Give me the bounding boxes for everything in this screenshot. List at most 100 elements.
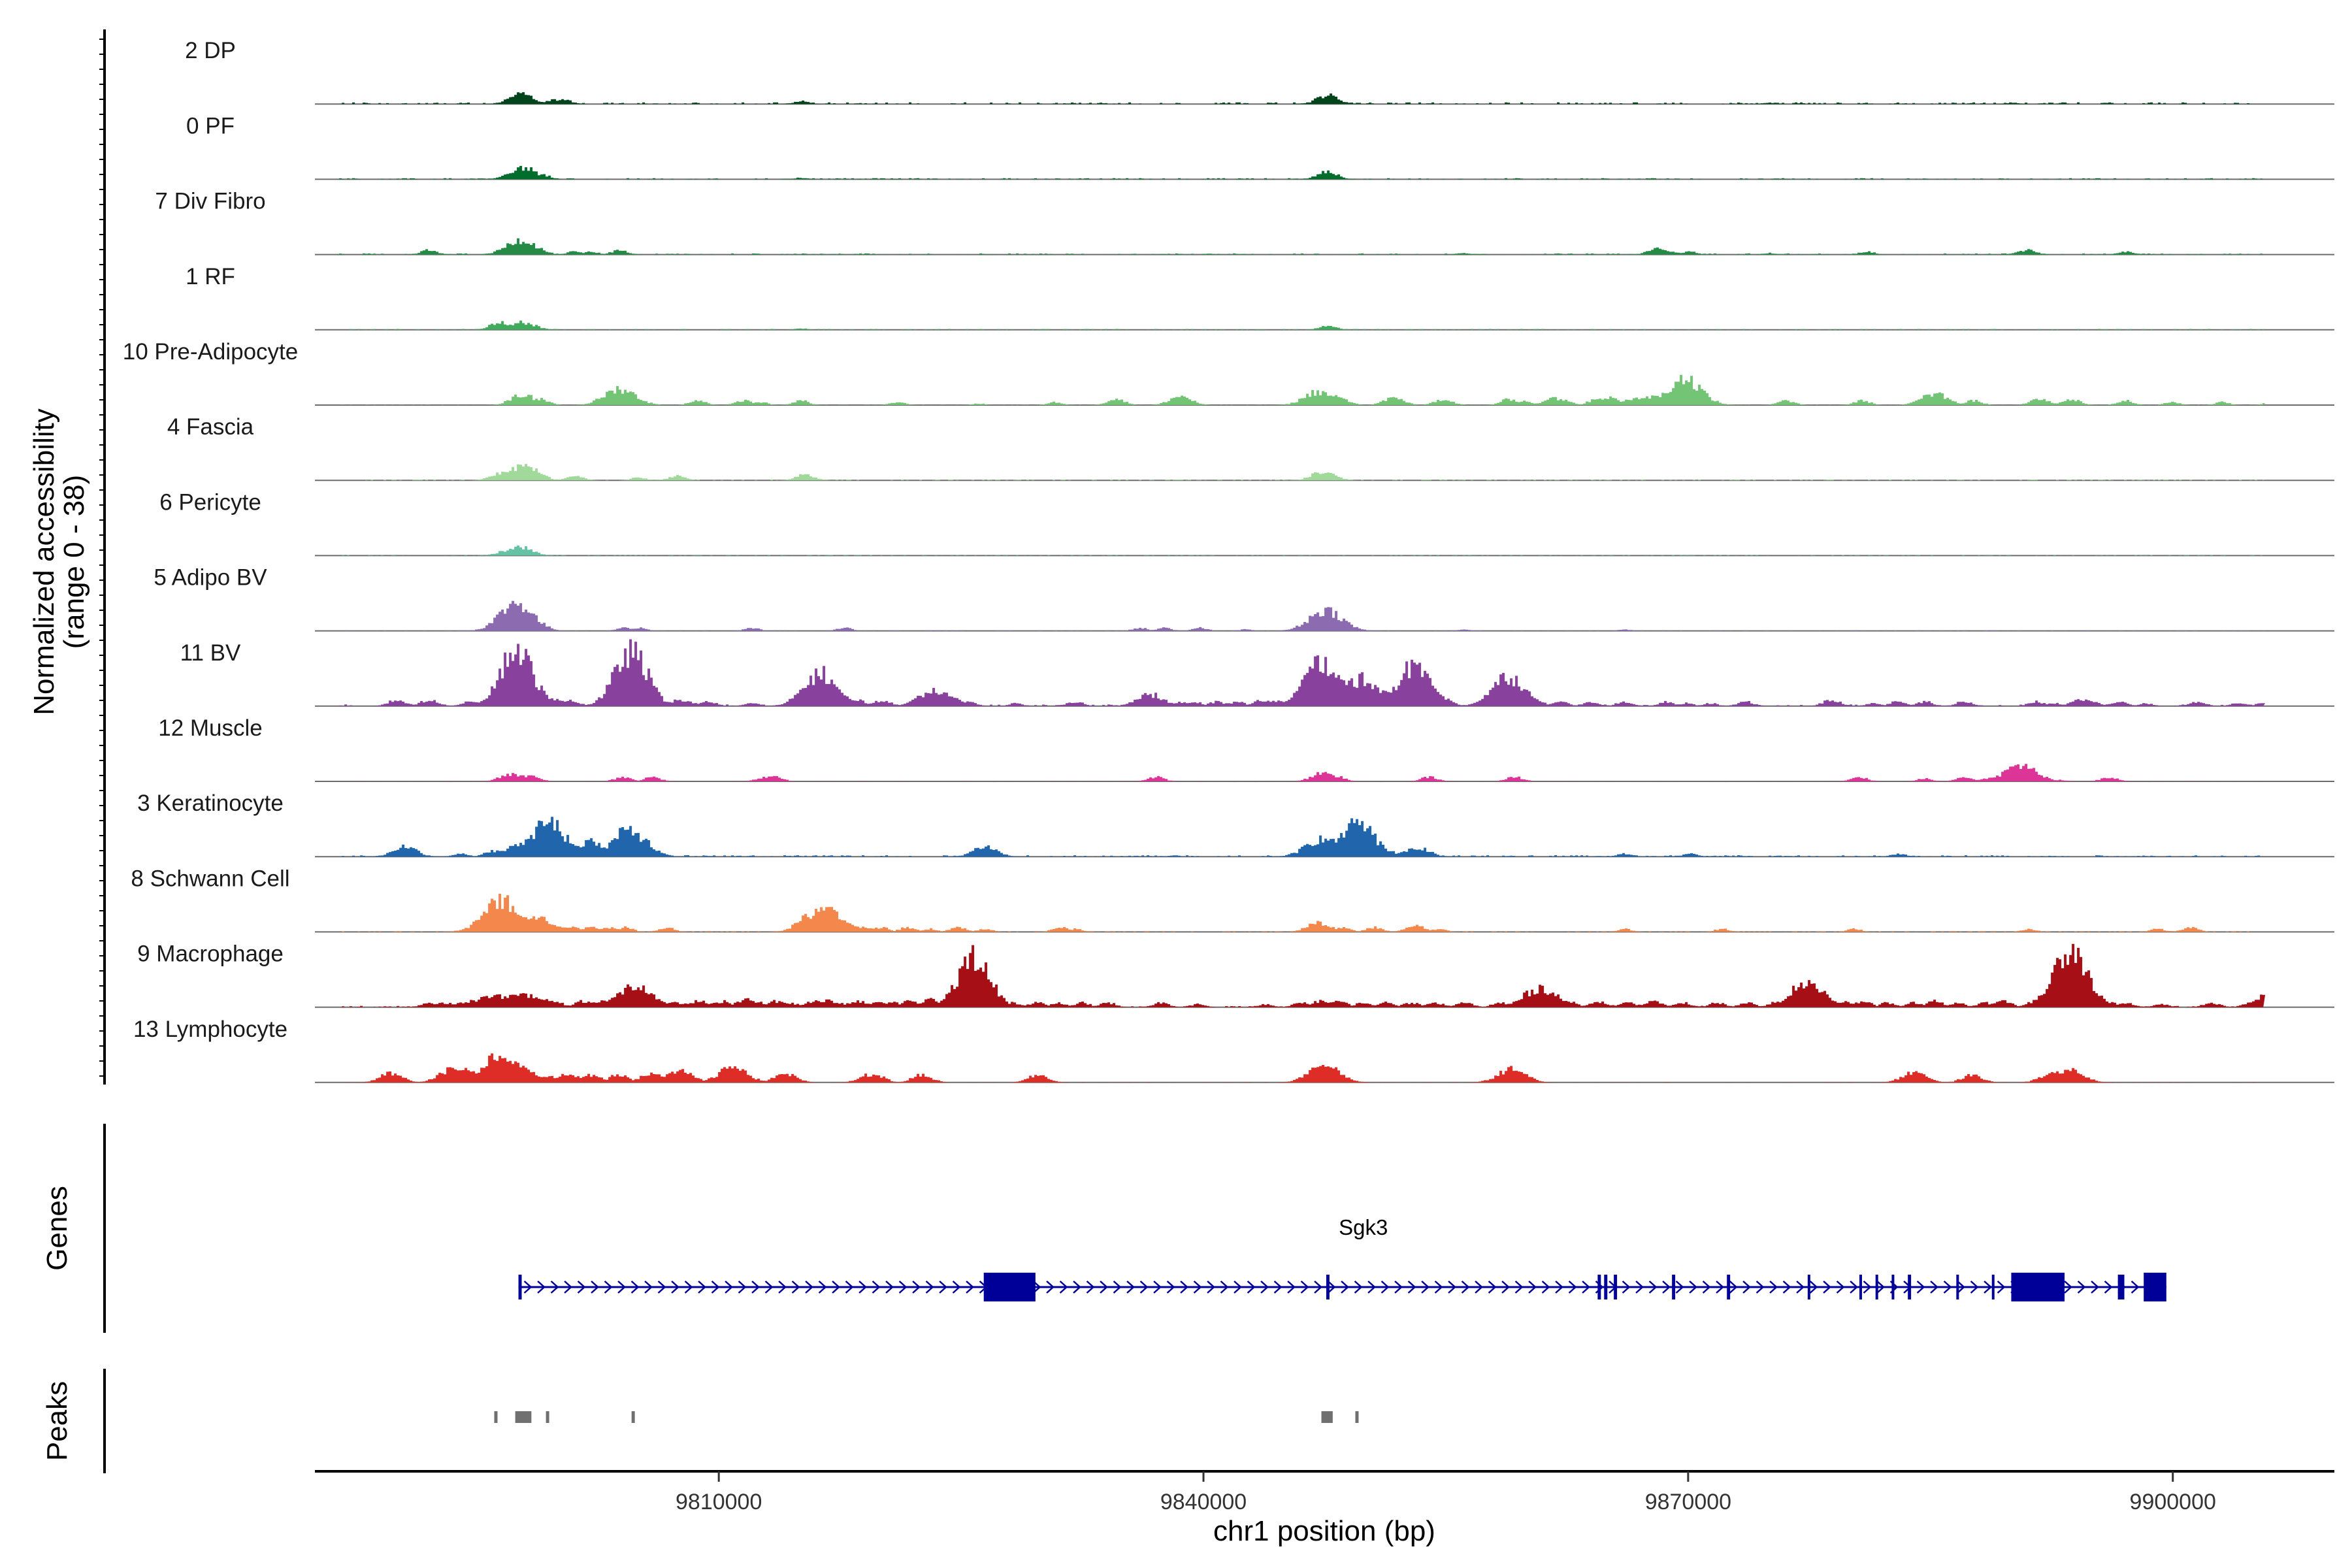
coverage-y-minor-ticks	[99, 39, 105, 1077]
strand-arrow	[2077, 1281, 2086, 1294]
track-label: 3 Keratinocyte	[137, 791, 284, 816]
coverage-area	[339, 165, 2266, 180]
strand-arrow	[1729, 1281, 1738, 1294]
strand-arrow	[1501, 1281, 1510, 1294]
gene-exon	[1991, 1275, 1995, 1299]
strand-arrow	[1675, 1281, 1684, 1294]
gene-exon	[2144, 1273, 2166, 1301]
strand-arrow	[604, 1281, 613, 1294]
strand-arrow	[1769, 1281, 1778, 1294]
strand-arrow	[1273, 1281, 1282, 1294]
strand-arrow	[738, 1281, 747, 1294]
strand-arrow	[1541, 1281, 1550, 1294]
gene-exon	[1326, 1275, 1330, 1299]
strand-arrow	[1100, 1281, 1108, 1294]
track-0: 2 DP	[185, 38, 2334, 105]
gene-exon	[1604, 1275, 1608, 1299]
strand-arrow	[1448, 1281, 1456, 1294]
track-5: 4 Fascia	[167, 414, 2334, 482]
strand-arrow	[872, 1281, 881, 1294]
coverage-area	[339, 1053, 2266, 1083]
strand-arrow	[1354, 1281, 1363, 1294]
track-11: 8 Schwann Cell	[131, 866, 2334, 933]
gene-exon	[2117, 1275, 2125, 1299]
strand-arrow	[725, 1281, 733, 1294]
track-8: 11 BV	[180, 639, 2334, 707]
track-4: 10 Pre-Adipocyte	[123, 339, 2334, 406]
strand-arrow	[1113, 1281, 1122, 1294]
gene-exon	[518, 1275, 522, 1299]
strand-arrow	[1528, 1281, 1537, 1294]
strand-arrow	[671, 1281, 679, 1294]
gene-exon	[1727, 1275, 1731, 1299]
gene-label: Sgk3	[1339, 1215, 1388, 1239]
strand-arrow	[1153, 1281, 1162, 1294]
x-tick-label: 9870000	[1645, 1490, 1731, 1514]
coverage-area	[339, 639, 2266, 706]
strand-arrow	[1421, 1281, 1429, 1294]
track-label: 10 Pre-Adipocyte	[123, 339, 298, 365]
strand-arrow	[778, 1281, 787, 1294]
strand-arrow	[1689, 1281, 1697, 1294]
strand-arrow	[1126, 1281, 1135, 1294]
x-tick-label: 9900000	[2130, 1490, 2216, 1514]
strand-arrow	[1622, 1281, 1631, 1294]
strand-arrow	[684, 1281, 693, 1294]
x-axis-title: chr1 position (bp)	[1213, 1515, 1435, 1547]
gene-exon	[1956, 1275, 1959, 1299]
gene-exon	[1908, 1275, 1912, 1299]
strand-arrow	[2064, 1281, 2072, 1294]
peak-regions	[494, 1411, 1359, 1423]
strand-arrow	[564, 1281, 572, 1294]
coverage-area	[339, 320, 2266, 330]
track-label: 8 Schwann Cell	[131, 866, 289, 891]
track-3: 1 RF	[186, 264, 2334, 331]
strand-arrow	[1555, 1281, 1563, 1294]
strand-arrow	[1059, 1281, 1068, 1294]
strand-arrow	[550, 1281, 559, 1294]
strand-arrow	[952, 1281, 961, 1294]
coverage-area	[339, 92, 2266, 105]
strand-arrow	[698, 1281, 706, 1294]
strand-arrow	[1756, 1281, 1765, 1294]
track-12: 9 Macrophage	[137, 941, 2334, 1008]
strand-arrow	[1394, 1281, 1403, 1294]
strand-arrow	[630, 1281, 640, 1294]
peak-region	[631, 1411, 635, 1423]
coverage-area	[339, 374, 2266, 405]
strand-arrow	[1957, 1281, 1965, 1294]
track-label: 6 Pericyte	[159, 489, 261, 515]
strand-arrow	[591, 1281, 599, 1294]
strand-arrow	[577, 1281, 586, 1294]
gene-model	[518, 1273, 2166, 1301]
strand-arrow	[1488, 1281, 1497, 1294]
strand-arrow	[939, 1281, 947, 1294]
track-label: 5 Adipo BV	[154, 565, 267, 591]
x-axis-ticks: 9810000 9840000 9870000 9900000	[676, 1471, 2216, 1514]
track-6: 6 Pericyte	[159, 489, 2334, 557]
strand-arrow	[858, 1281, 867, 1294]
strand-arrow	[1930, 1281, 1938, 1294]
strand-arrow	[1300, 1281, 1309, 1294]
strand-arrow	[1997, 1281, 2006, 1294]
gene-exon	[2011, 1273, 2065, 1301]
strand-arrow	[1341, 1281, 1349, 1294]
coverage-area	[339, 894, 2266, 932]
strand-arrow	[2091, 1281, 2099, 1294]
genes-panel-title: Genes	[41, 1186, 73, 1271]
strand-arrow	[1850, 1281, 1858, 1294]
strand-arrow	[818, 1281, 827, 1294]
strand-arrow	[2104, 1281, 2113, 1294]
strand-arrow	[1836, 1281, 1845, 1294]
strand-arrow	[805, 1281, 813, 1294]
strand-arrow	[1943, 1281, 1952, 1294]
track-7: 5 Adipo BV	[154, 565, 2334, 632]
track-13: 13 Lymphocyte	[133, 1017, 2334, 1083]
strand-arrow	[1648, 1281, 1658, 1294]
gene-exon	[1891, 1275, 1895, 1299]
peak-region	[1321, 1411, 1333, 1423]
strand-arrow	[1073, 1281, 1081, 1294]
gene-exon	[1614, 1275, 1618, 1299]
accessibility-tracks: 2 DP 0 PF 7 Div Fibro 1 RF 10 Pre-Adipocyte 4…	[123, 38, 2334, 1083]
